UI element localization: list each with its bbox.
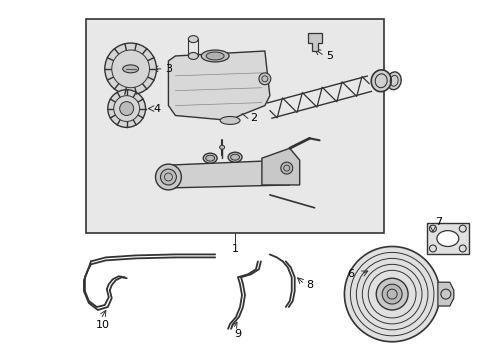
Circle shape [114,96,139,121]
Circle shape [344,247,439,342]
Ellipse shape [370,70,390,92]
Ellipse shape [188,36,198,42]
Ellipse shape [230,154,239,160]
Text: 10: 10 [96,320,110,330]
Ellipse shape [220,117,240,125]
Polygon shape [168,51,269,121]
Polygon shape [437,282,453,306]
Circle shape [155,164,181,190]
Polygon shape [262,148,299,185]
Ellipse shape [436,231,458,247]
Circle shape [112,50,149,88]
Text: 8: 8 [306,280,313,290]
Circle shape [258,73,270,85]
Text: 9: 9 [234,329,241,339]
Circle shape [160,169,176,185]
Text: 4: 4 [153,104,161,113]
Ellipse shape [227,152,242,162]
Polygon shape [426,223,468,255]
Ellipse shape [219,145,224,149]
Circle shape [382,284,401,304]
Ellipse shape [386,72,400,90]
Ellipse shape [201,50,228,62]
Circle shape [280,162,292,174]
Ellipse shape [122,65,138,73]
Circle shape [279,164,295,180]
Text: 3: 3 [165,64,172,74]
Text: 2: 2 [249,113,257,123]
Bar [86,19,384,233]
Ellipse shape [205,155,214,161]
Ellipse shape [188,53,198,59]
Circle shape [107,90,145,127]
Circle shape [120,102,133,116]
Polygon shape [168,160,289,188]
Text: 5: 5 [326,51,333,61]
Circle shape [375,278,407,310]
Polygon shape [307,33,321,51]
Ellipse shape [203,153,217,163]
Text: 1: 1 [231,244,238,255]
Text: 7: 7 [434,217,441,227]
Circle shape [104,43,156,95]
Text: 6: 6 [346,269,354,279]
Ellipse shape [206,52,224,60]
